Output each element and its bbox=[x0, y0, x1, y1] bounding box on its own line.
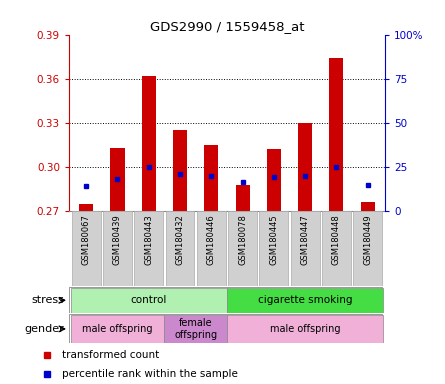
Bar bbox=[204, 145, 218, 211]
Bar bbox=[329, 58, 344, 211]
Bar bbox=[164, 315, 227, 343]
Bar bbox=[79, 204, 93, 211]
Text: GSM180449: GSM180449 bbox=[363, 214, 372, 265]
Text: stress: stress bbox=[32, 295, 65, 305]
Text: male offspring: male offspring bbox=[82, 324, 153, 334]
Text: cigarette smoking: cigarette smoking bbox=[258, 295, 352, 305]
Text: GSM180448: GSM180448 bbox=[332, 214, 341, 265]
Bar bbox=[259, 211, 288, 286]
Text: control: control bbox=[130, 295, 167, 305]
Bar bbox=[227, 288, 383, 313]
Text: percentile rank within the sample: percentile rank within the sample bbox=[62, 369, 238, 379]
Text: GSM180432: GSM180432 bbox=[175, 214, 185, 265]
Text: GSM180078: GSM180078 bbox=[238, 214, 247, 265]
Bar bbox=[110, 148, 125, 211]
Bar bbox=[322, 211, 351, 286]
Bar bbox=[291, 211, 320, 286]
Text: male offspring: male offspring bbox=[270, 324, 340, 334]
Text: GSM180447: GSM180447 bbox=[301, 214, 310, 265]
Text: transformed count: transformed count bbox=[62, 350, 159, 360]
Bar bbox=[353, 211, 382, 286]
Title: GDS2990 / 1559458_at: GDS2990 / 1559458_at bbox=[150, 20, 304, 33]
Bar bbox=[361, 202, 375, 211]
Bar bbox=[173, 130, 187, 211]
Text: gender: gender bbox=[25, 324, 65, 334]
Bar bbox=[103, 211, 132, 286]
Bar bbox=[71, 315, 164, 343]
Bar bbox=[72, 211, 101, 286]
Bar bbox=[298, 123, 312, 211]
Bar bbox=[235, 185, 250, 211]
Bar bbox=[227, 315, 383, 343]
Text: GSM180439: GSM180439 bbox=[113, 214, 122, 265]
Text: GSM180067: GSM180067 bbox=[82, 214, 91, 265]
Bar bbox=[197, 211, 226, 286]
Bar bbox=[134, 211, 163, 286]
Bar bbox=[228, 211, 257, 286]
Text: GSM180443: GSM180443 bbox=[144, 214, 153, 265]
Text: female
offspring: female offspring bbox=[174, 318, 217, 340]
Bar bbox=[71, 288, 227, 313]
Bar bbox=[267, 149, 281, 211]
Bar bbox=[142, 76, 156, 211]
Text: GSM180446: GSM180446 bbox=[207, 214, 216, 265]
Text: GSM180445: GSM180445 bbox=[269, 214, 279, 265]
Bar bbox=[166, 211, 194, 286]
